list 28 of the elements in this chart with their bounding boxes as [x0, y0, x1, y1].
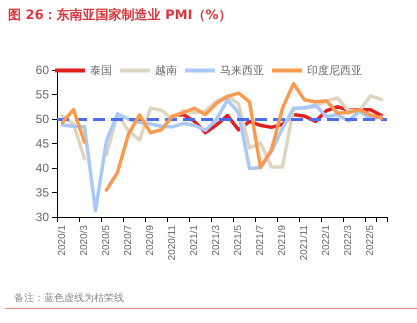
y-tick-label: 50 — [36, 112, 50, 126]
x-tick-label: 2021/1 — [189, 224, 200, 256]
x-tick-label: 2021/9 — [277, 224, 288, 256]
x-tick-label: 2020/11 — [167, 224, 178, 260]
legend-label: 泰国 — [90, 64, 112, 77]
x-tick-label: 2020/5 — [101, 224, 112, 256]
y-tick-label: 40 — [36, 161, 50, 175]
legend-label: 马来西亚 — [220, 64, 264, 77]
y-tick-label: 45 — [36, 136, 50, 150]
x-tick-label: 2020/7 — [123, 224, 134, 256]
x-tick-label: 2021/11 — [299, 224, 310, 260]
legend-label: 越南 — [155, 64, 177, 77]
x-tick-label: 2022/1 — [321, 224, 332, 256]
y-tick-label: 55 — [36, 88, 50, 102]
legend-label: 印度尼西亚 — [307, 64, 362, 77]
x-tick-label: 2021/7 — [255, 224, 266, 256]
x-tick-label: 2022/3 — [343, 224, 354, 256]
x-tick-label: 2021/5 — [233, 224, 244, 256]
x-tick-label: 2020/3 — [79, 224, 90, 256]
chart-title: 图 26：东南亚国家制造业 PMI（%） — [8, 6, 232, 24]
x-tick-label: 2020/9 — [145, 224, 156, 256]
y-tick-label: 30 — [36, 210, 50, 224]
y-tick-label: 35 — [36, 186, 50, 200]
x-tick-label: 2022/5 — [365, 224, 376, 256]
y-tick-label: 60 — [36, 63, 50, 77]
x-tick-label: 2021/3 — [211, 224, 222, 256]
x-tick-label: 2020/1 — [57, 224, 68, 256]
text: 备注：蓝色虚线为枯荣线 — [14, 292, 124, 305]
